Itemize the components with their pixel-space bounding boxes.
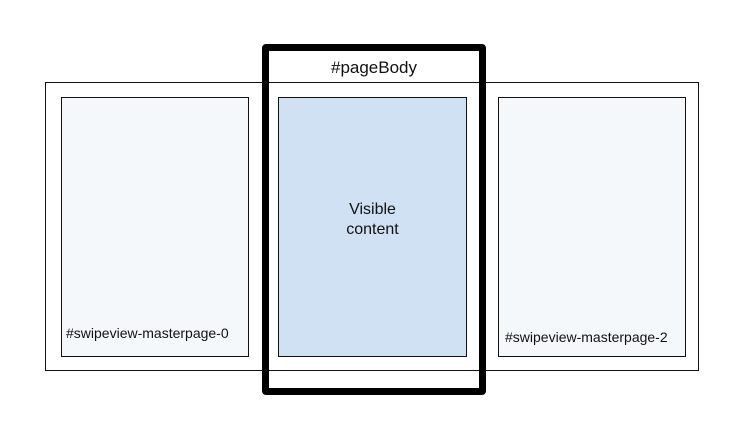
masterpage-0-panel [61, 97, 249, 357]
page-body-label: #pageBody [330, 58, 418, 77]
visible-content-line-2: content [346, 221, 399, 238]
masterpage-2-panel [498, 97, 686, 357]
visible-content-text: Visible content [278, 200, 467, 240]
masterpage-0-label: #swipeview-masterpage-0 [66, 325, 229, 341]
page-body-viewport-frame [262, 44, 486, 395]
masterpage-2-label: #swipeview-masterpage-2 [505, 329, 668, 345]
masterpage-1-panel [278, 97, 467, 357]
visible-content-line-1: Visible [349, 201, 396, 218]
